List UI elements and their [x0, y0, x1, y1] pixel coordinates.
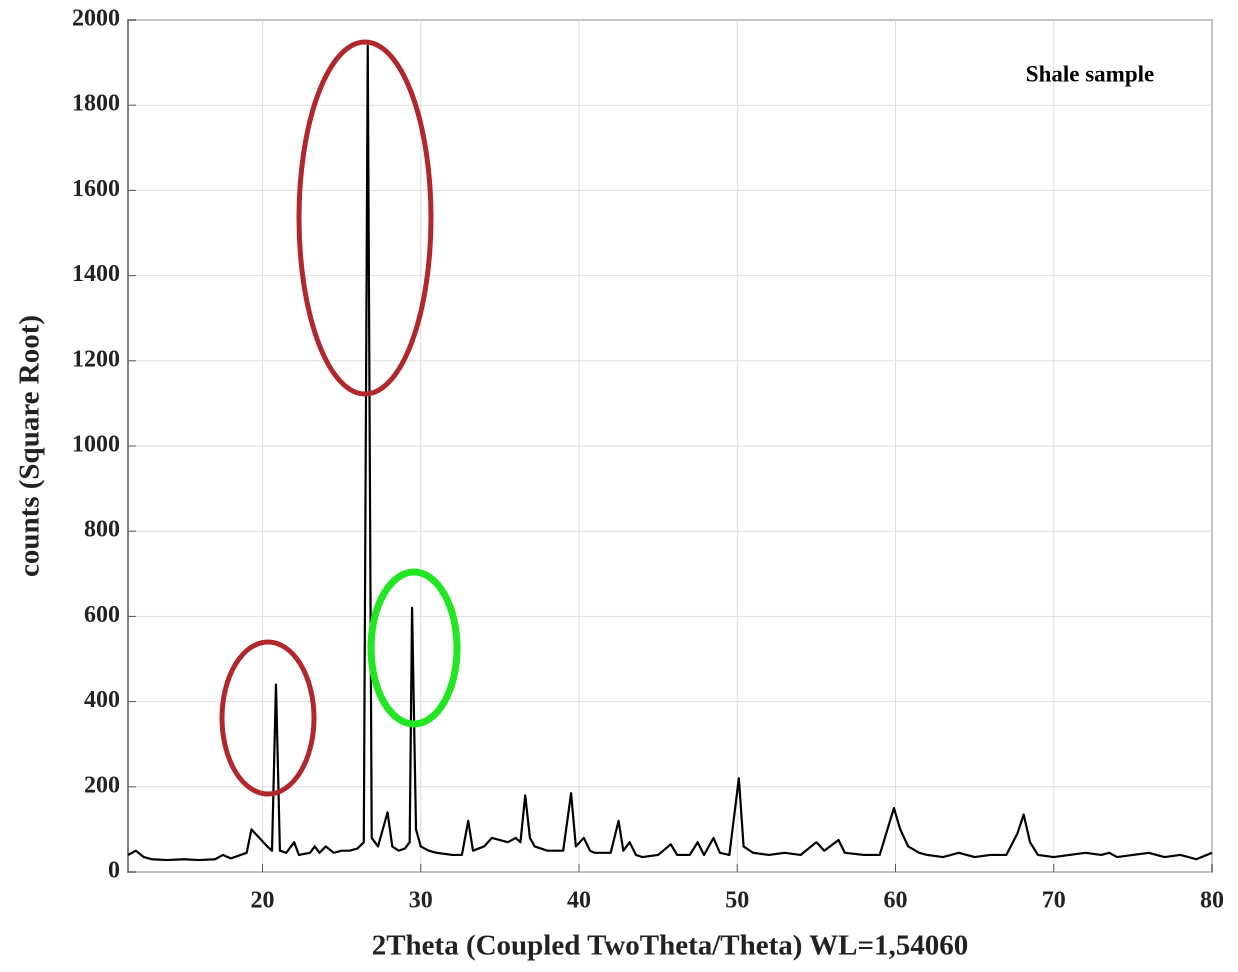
y-tick-label: 2000 [72, 6, 120, 32]
x-tick-label: 40 [567, 888, 591, 914]
annotation: Shale sample [1026, 61, 1154, 86]
y-tick-label: 200 [84, 772, 120, 798]
x-tick-label: 20 [251, 888, 275, 914]
y-tick-label: 600 [84, 602, 120, 628]
marks [127, 44, 1213, 862]
y-tick-label: 800 [84, 517, 120, 543]
x-tick-label: 80 [1200, 888, 1224, 914]
y-tick-label: 400 [84, 687, 120, 713]
x-tick-label: 50 [725, 888, 749, 914]
highlight-ellipse [367, 568, 461, 728]
y-tick-label: 1400 [72, 261, 120, 287]
y-tick-label: 1000 [72, 432, 120, 458]
x-axis-label: 2Theta (Coupled TwoTheta/Theta) WL=1,540… [372, 930, 969, 962]
x-tick-label: 30 [409, 888, 433, 914]
y-tick-label: 1200 [72, 346, 120, 372]
x-tick-label: 60 [884, 888, 908, 914]
y-tick-label: 0 [108, 858, 120, 884]
grid [128, 19, 1213, 873]
y-tick-label: 1600 [72, 176, 120, 202]
x-tick-label: 70 [1042, 888, 1066, 914]
highlight-ellipse [219, 639, 317, 797]
data-line [127, 44, 1213, 862]
highlight-ellipse [296, 39, 434, 397]
y-axis-label: counts (Square Root) [14, 315, 46, 577]
y-tick-label: 1800 [72, 91, 120, 117]
